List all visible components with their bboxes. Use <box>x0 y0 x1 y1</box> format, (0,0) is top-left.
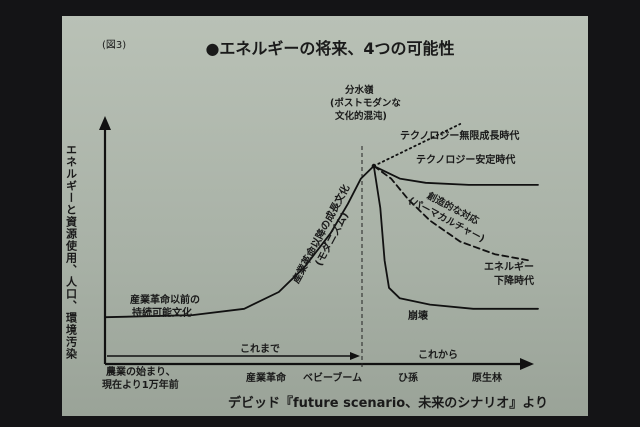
series-line-collapse <box>372 165 539 310</box>
source-caption: デビッド『future scenario、未来のシナリオ』より <box>228 395 548 411</box>
axes <box>99 116 534 370</box>
x-tick-primeval-forest: 原生林 <box>472 371 503 384</box>
series-label-unlimited-growth: テクノロジー無限成長時代 <box>400 129 519 142</box>
series-label-stable: テクノロジー安定時代 <box>416 153 515 166</box>
x-axis-arrow <box>520 358 534 370</box>
series-line-history <box>105 165 375 319</box>
period-label-past: これまで <box>240 343 280 355</box>
y-axis-arrow <box>99 116 111 130</box>
x-tick-baby-boom: ベビーブーム <box>303 371 362 384</box>
series-line-energy-descent <box>372 165 531 262</box>
x-origin-label: 農業の始まり、 現在より1万年前 <box>102 365 179 391</box>
annotation-creative-response: 創造的な対応 (パーマカルチャー) <box>406 183 492 245</box>
period-arrow-past-head <box>350 352 360 360</box>
y-axis-label: エネルギーと資源使用、人口、環境汚染 <box>65 144 79 360</box>
annotation-pre-industrial: 産業革命以前の 持続可能文化 <box>130 293 203 319</box>
watershed-peak-point <box>371 163 377 169</box>
period-label-future: これから <box>418 349 458 361</box>
series-line-unlimited-growth <box>372 123 462 167</box>
slide: (図3) ●エネルギーの将来、4つの可能性 エネルギーと資源使用、人口、環境汚染… <box>62 16 588 416</box>
series-label-energy-descent: エネルギー 下降時代 <box>484 260 537 287</box>
x-tick-industrial-revolution: 産業革命 <box>246 371 287 384</box>
figure-label: (図3) <box>102 39 126 51</box>
chart: (図3) ●エネルギーの将来、4つの可能性 エネルギーと資源使用、人口、環境汚染… <box>65 39 548 411</box>
series-layer <box>105 123 539 319</box>
annotation-watershed: 分水嶺 (ポストモダンな 文化的混沌) <box>330 84 404 122</box>
annotation-industrial-growth: 産業革命以降の成長文化 (モダニズム) <box>289 179 364 291</box>
chart-title: ●エネルギーの将来、4つの可能性 <box>205 39 454 58</box>
x-tick-great-grandchildren: ひ孫 <box>398 371 418 384</box>
series-label-collapse: 崩壊 <box>408 309 429 322</box>
series-line-stable <box>372 165 539 186</box>
